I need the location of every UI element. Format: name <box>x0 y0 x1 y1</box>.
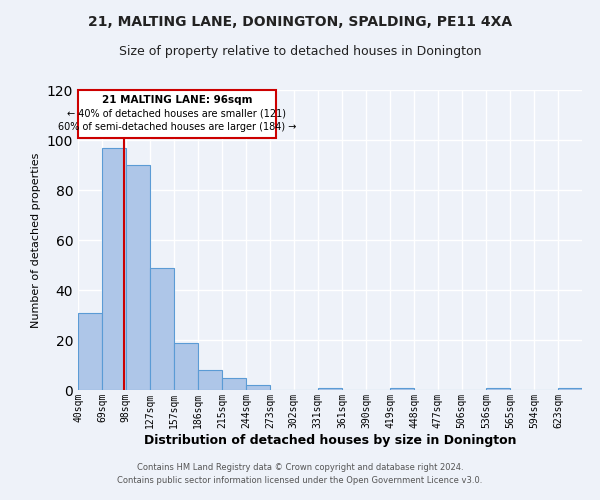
Bar <box>78 312 102 390</box>
Bar <box>222 378 246 390</box>
Bar <box>126 165 149 390</box>
Text: ← 40% of detached houses are smaller (121): ← 40% of detached houses are smaller (12… <box>67 109 286 118</box>
Text: Contains HM Land Registry data © Crown copyright and database right 2024.
Contai: Contains HM Land Registry data © Crown c… <box>118 463 482 485</box>
Bar <box>390 388 414 390</box>
Bar <box>102 148 126 390</box>
Text: 60% of semi-detached houses are larger (184) →: 60% of semi-detached houses are larger (… <box>58 122 296 132</box>
Bar <box>198 370 222 390</box>
Text: Size of property relative to detached houses in Donington: Size of property relative to detached ho… <box>119 45 481 58</box>
Bar <box>246 385 270 390</box>
Bar <box>175 342 198 390</box>
Text: 21, MALTING LANE, DONINGTON, SPALDING, PE11 4XA: 21, MALTING LANE, DONINGTON, SPALDING, P… <box>88 15 512 29</box>
Bar <box>487 388 511 390</box>
Text: 21 MALTING LANE: 96sqm: 21 MALTING LANE: 96sqm <box>101 96 252 106</box>
Bar <box>558 388 582 390</box>
FancyBboxPatch shape <box>78 90 275 138</box>
Y-axis label: Number of detached properties: Number of detached properties <box>31 152 41 328</box>
Bar <box>149 268 175 390</box>
Bar <box>317 388 343 390</box>
X-axis label: Distribution of detached houses by size in Donington: Distribution of detached houses by size … <box>144 434 516 446</box>
